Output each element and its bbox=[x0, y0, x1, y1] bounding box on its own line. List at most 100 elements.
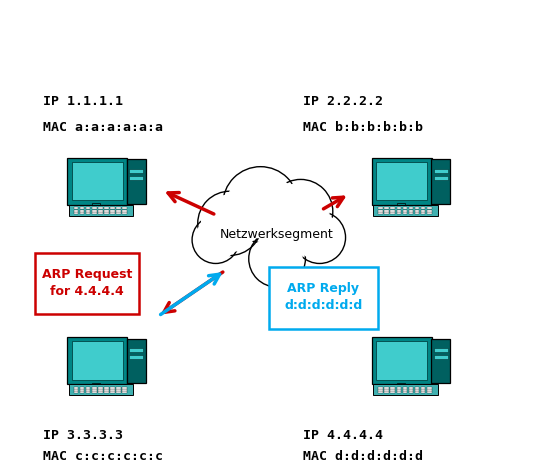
FancyBboxPatch shape bbox=[415, 212, 420, 214]
FancyBboxPatch shape bbox=[396, 212, 401, 214]
FancyBboxPatch shape bbox=[72, 162, 123, 200]
FancyBboxPatch shape bbox=[123, 389, 127, 391]
FancyBboxPatch shape bbox=[92, 389, 97, 391]
Circle shape bbox=[227, 171, 294, 238]
Text: ARP Reply
d:d:d:d:d:d: ARP Reply d:d:d:d:d:d bbox=[284, 283, 362, 313]
FancyBboxPatch shape bbox=[427, 387, 431, 389]
FancyBboxPatch shape bbox=[74, 212, 78, 214]
FancyBboxPatch shape bbox=[104, 389, 109, 391]
FancyArrowPatch shape bbox=[316, 280, 352, 310]
FancyBboxPatch shape bbox=[373, 384, 438, 395]
FancyBboxPatch shape bbox=[396, 387, 401, 389]
FancyBboxPatch shape bbox=[415, 209, 420, 211]
FancyBboxPatch shape bbox=[92, 203, 100, 211]
FancyBboxPatch shape bbox=[86, 208, 91, 209]
FancyBboxPatch shape bbox=[390, 389, 395, 391]
Text: ARP Request
for 4.4.4.4: ARP Request for 4.4.4.4 bbox=[42, 268, 132, 298]
FancyBboxPatch shape bbox=[129, 176, 143, 180]
FancyBboxPatch shape bbox=[104, 387, 109, 389]
FancyBboxPatch shape bbox=[79, 210, 105, 214]
FancyBboxPatch shape bbox=[390, 387, 395, 389]
FancyBboxPatch shape bbox=[74, 389, 78, 391]
Circle shape bbox=[252, 234, 302, 284]
FancyBboxPatch shape bbox=[72, 341, 123, 380]
FancyBboxPatch shape bbox=[421, 389, 426, 391]
FancyBboxPatch shape bbox=[98, 212, 103, 214]
FancyBboxPatch shape bbox=[379, 209, 383, 211]
FancyBboxPatch shape bbox=[80, 212, 84, 214]
FancyBboxPatch shape bbox=[384, 390, 409, 393]
FancyBboxPatch shape bbox=[268, 267, 377, 329]
FancyBboxPatch shape bbox=[110, 209, 115, 211]
FancyBboxPatch shape bbox=[67, 337, 127, 384]
FancyBboxPatch shape bbox=[123, 212, 127, 214]
FancyBboxPatch shape bbox=[86, 391, 91, 393]
FancyBboxPatch shape bbox=[421, 209, 426, 211]
FancyBboxPatch shape bbox=[129, 169, 143, 172]
FancyBboxPatch shape bbox=[92, 208, 97, 209]
FancyBboxPatch shape bbox=[379, 212, 383, 214]
FancyBboxPatch shape bbox=[104, 212, 109, 214]
FancyBboxPatch shape bbox=[431, 159, 450, 204]
FancyBboxPatch shape bbox=[74, 209, 78, 211]
FancyBboxPatch shape bbox=[434, 169, 448, 172]
FancyBboxPatch shape bbox=[110, 212, 115, 214]
FancyBboxPatch shape bbox=[110, 387, 115, 389]
FancyBboxPatch shape bbox=[123, 391, 127, 393]
FancyBboxPatch shape bbox=[409, 389, 413, 391]
FancyBboxPatch shape bbox=[86, 387, 91, 389]
FancyBboxPatch shape bbox=[396, 208, 401, 209]
FancyBboxPatch shape bbox=[98, 208, 103, 209]
FancyBboxPatch shape bbox=[421, 391, 426, 393]
FancyBboxPatch shape bbox=[431, 339, 450, 383]
FancyBboxPatch shape bbox=[86, 212, 91, 214]
FancyArrowPatch shape bbox=[160, 274, 220, 314]
FancyBboxPatch shape bbox=[403, 212, 407, 214]
FancyBboxPatch shape bbox=[415, 208, 420, 209]
FancyBboxPatch shape bbox=[384, 209, 389, 211]
FancyBboxPatch shape bbox=[92, 209, 97, 211]
FancyBboxPatch shape bbox=[384, 387, 389, 389]
FancyBboxPatch shape bbox=[409, 387, 413, 389]
FancyBboxPatch shape bbox=[80, 387, 84, 389]
Circle shape bbox=[201, 195, 258, 252]
FancyBboxPatch shape bbox=[74, 391, 78, 393]
FancyBboxPatch shape bbox=[104, 209, 109, 211]
FancyBboxPatch shape bbox=[67, 158, 127, 205]
FancyBboxPatch shape bbox=[397, 203, 405, 211]
FancyBboxPatch shape bbox=[74, 208, 78, 209]
FancyBboxPatch shape bbox=[384, 391, 389, 393]
FancyBboxPatch shape bbox=[396, 389, 401, 391]
FancyBboxPatch shape bbox=[379, 208, 383, 209]
FancyBboxPatch shape bbox=[421, 387, 426, 389]
FancyBboxPatch shape bbox=[372, 337, 432, 384]
FancyArrowPatch shape bbox=[164, 272, 223, 313]
FancyBboxPatch shape bbox=[80, 208, 84, 209]
Text: MAC d:d:d:d:d:d: MAC d:d:d:d:d:d bbox=[303, 450, 423, 463]
Text: IP 3.3.3.3: IP 3.3.3.3 bbox=[43, 429, 123, 442]
Circle shape bbox=[294, 211, 346, 264]
FancyBboxPatch shape bbox=[98, 209, 103, 211]
FancyBboxPatch shape bbox=[372, 158, 432, 205]
FancyBboxPatch shape bbox=[427, 212, 431, 214]
FancyBboxPatch shape bbox=[397, 383, 405, 390]
Circle shape bbox=[195, 219, 237, 261]
FancyBboxPatch shape bbox=[427, 389, 431, 391]
FancyBboxPatch shape bbox=[80, 391, 84, 393]
FancyBboxPatch shape bbox=[116, 389, 121, 391]
FancyBboxPatch shape bbox=[129, 355, 143, 359]
FancyBboxPatch shape bbox=[92, 391, 97, 393]
FancyBboxPatch shape bbox=[129, 348, 143, 352]
FancyBboxPatch shape bbox=[104, 391, 109, 393]
FancyBboxPatch shape bbox=[116, 387, 121, 389]
FancyBboxPatch shape bbox=[98, 387, 103, 389]
Text: IP 2.2.2.2: IP 2.2.2.2 bbox=[303, 95, 383, 108]
FancyBboxPatch shape bbox=[379, 391, 383, 393]
FancyBboxPatch shape bbox=[434, 355, 448, 359]
FancyBboxPatch shape bbox=[384, 208, 389, 209]
FancyBboxPatch shape bbox=[104, 208, 109, 209]
Text: MAC a:a:a:a:a:a: MAC a:a:a:a:a:a bbox=[43, 121, 163, 133]
FancyBboxPatch shape bbox=[403, 391, 407, 393]
FancyBboxPatch shape bbox=[409, 209, 413, 211]
FancyBboxPatch shape bbox=[116, 391, 121, 393]
